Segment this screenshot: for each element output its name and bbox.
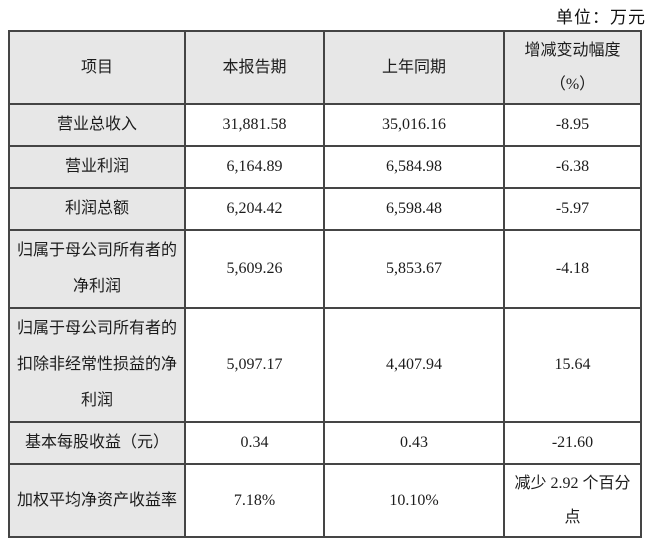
- current-period-value: 31,881.58: [184, 103, 325, 148]
- table-row-total-revenue: 营业总收入 31,881.58 35,016.16 -8.95: [8, 103, 642, 148]
- column-header-prior-period: 上年同期: [323, 29, 505, 106]
- row-label: 加权平均净资产收益率: [8, 463, 186, 538]
- table-row-operating-profit: 营业利润 6,164.89 6,584.98 -6.38: [8, 145, 642, 190]
- financial-summary-table: 项目 本报告期 上年同期 增减变动幅度 （%） 营业总收入 31,881.58 …: [8, 29, 642, 538]
- change-value: -21.60: [503, 421, 642, 466]
- table-row-basic-eps: 基本每股收益（元） 0.34 0.43 -21.60: [8, 421, 642, 466]
- current-period-value: 6,164.89: [184, 145, 325, 190]
- change-value: 15.64: [503, 307, 642, 424]
- column-header-change: 增减变动幅度 （%）: [503, 29, 642, 106]
- prior-period-value: 5,853.67: [323, 229, 505, 310]
- table-row-total-profit: 利润总额 6,204.42 6,598.48 -5.97: [8, 187, 642, 232]
- current-period-value: 0.34: [184, 421, 325, 466]
- current-period-value: 5,609.26: [184, 229, 325, 310]
- prior-period-value: 6,584.98: [323, 145, 505, 190]
- table-row-net-profit-deducted: 归属于母公司所有者的扣除非经常性损益的净利润 5,097.17 4,407.94…: [8, 307, 642, 424]
- current-period-value: 7.18%: [184, 463, 325, 538]
- prior-period-value: 10.10%: [323, 463, 505, 538]
- column-header-item: 项目: [8, 29, 186, 106]
- row-label: 营业利润: [8, 145, 186, 190]
- change-value: -4.18: [503, 229, 642, 310]
- row-label: 基本每股收益（元）: [8, 421, 186, 466]
- change-value: 减少 2.92 个百分点: [503, 463, 642, 538]
- table-row-weighted-roe: 加权平均净资产收益率 7.18% 10.10% 减少 2.92 个百分点: [8, 463, 642, 538]
- column-header-current-period: 本报告期: [184, 29, 325, 106]
- prior-period-value: 0.43: [323, 421, 505, 466]
- row-label: 营业总收入: [8, 103, 186, 148]
- prior-period-value: 6,598.48: [323, 187, 505, 232]
- current-period-value: 6,204.42: [184, 187, 325, 232]
- row-label: 归属于母公司所有者的净利润: [8, 229, 186, 310]
- change-value: -8.95: [503, 103, 642, 148]
- row-label: 归属于母公司所有者的扣除非经常性损益的净利润: [8, 307, 186, 424]
- current-period-value: 5,097.17: [184, 307, 325, 424]
- prior-period-value: 4,407.94: [323, 307, 505, 424]
- table-row-net-profit-parent: 归属于母公司所有者的净利润 5,609.26 5,853.67 -4.18: [8, 229, 642, 310]
- change-value: -5.97: [503, 187, 642, 232]
- change-value: -6.38: [503, 145, 642, 190]
- prior-period-value: 35,016.16: [323, 103, 505, 148]
- table-header-row: 项目 本报告期 上年同期 增减变动幅度 （%）: [8, 29, 642, 106]
- row-label: 利润总额: [8, 187, 186, 232]
- unit-label: 单位：万元: [556, 8, 646, 27]
